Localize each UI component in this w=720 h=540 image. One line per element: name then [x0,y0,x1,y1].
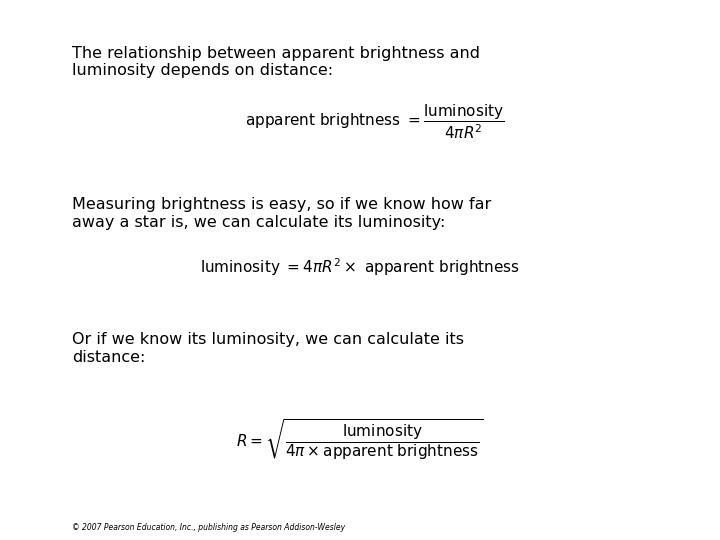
Text: apparent brightness $= \dfrac{\mathrm{luminosity}}{4\pi R^2}$: apparent brightness $= \dfrac{\mathrm{lu… [245,102,504,141]
Text: $R = \sqrt{\dfrac{\mathrm{luminosity}}{4\pi \times \mathrm{apparent\ brightness}: $R = \sqrt{\dfrac{\mathrm{luminosity}}{4… [236,418,484,462]
Text: Or if we know its luminosity, we can calculate its
distance:: Or if we know its luminosity, we can cal… [72,332,464,365]
Text: The relationship between apparent brightness and
luminosity depends on distance:: The relationship between apparent bright… [72,46,480,78]
Text: © 2007 Pearson Education, Inc., publishing as Pearson Addison-Wesley: © 2007 Pearson Education, Inc., publishi… [72,523,345,532]
Text: luminosity $= 4\pi R^2 \times$ apparent brightness: luminosity $= 4\pi R^2 \times$ apparent … [200,256,520,278]
Text: Measuring brightness is easy, so if we know how far
away a star is, we can calcu: Measuring brightness is easy, so if we k… [72,197,491,230]
